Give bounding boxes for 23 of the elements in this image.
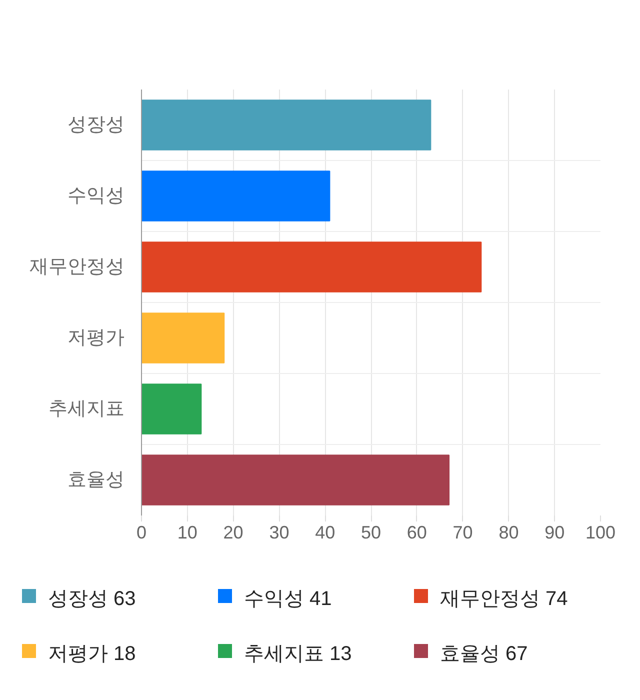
y-tick-label: 재무안정성 bbox=[30, 256, 124, 278]
legend-label: 재무안정성 74 bbox=[440, 587, 568, 611]
legend-label: 추세지표 13 bbox=[244, 642, 352, 666]
x-tick-label: 10 bbox=[177, 522, 198, 542]
x-tick-label: 40 bbox=[315, 522, 336, 542]
x-tick-label: 90 bbox=[544, 522, 565, 542]
y-tick-label: 성장성 bbox=[68, 114, 124, 136]
y-tick-label: 효율성 bbox=[68, 470, 124, 490]
y-tick-label: 추세지표 bbox=[48, 398, 124, 420]
legend-label: 저평가 18 bbox=[48, 642, 136, 666]
x-tick-label: 30 bbox=[269, 522, 290, 542]
x-tick-label: 80 bbox=[498, 522, 519, 542]
x-tick-label: 70 bbox=[452, 522, 473, 542]
y-tick-label: 저평가 bbox=[68, 328, 124, 348]
x-tick-label: 100 bbox=[585, 522, 616, 542]
legend-label: 효율성 67 bbox=[440, 642, 528, 666]
y-tick-label: 수익성 bbox=[68, 186, 124, 206]
x-tick-label: 0 bbox=[136, 522, 147, 542]
legend-label: 성장성 63 bbox=[48, 587, 136, 611]
x-tick-label: 50 bbox=[360, 522, 382, 542]
x-tick-label: 60 bbox=[406, 522, 427, 542]
x-tick-label: 20 bbox=[223, 522, 244, 542]
legend-label: 수익성 41 bbox=[244, 587, 332, 611]
